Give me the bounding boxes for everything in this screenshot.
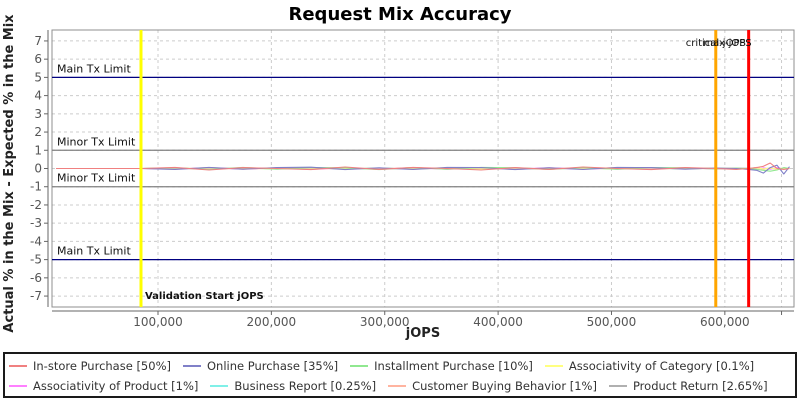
legend-row: In-store Purchase [50%] Online Purchase [… xyxy=(9,356,791,376)
y-tick-label: 0 xyxy=(34,162,42,176)
plot-border xyxy=(51,29,795,308)
legend-item-label: Associativity of Category [0.1%] xyxy=(568,359,755,373)
legend-item-product-return-2-65: Product Return [2.65%] xyxy=(608,379,768,393)
legend-item-installment-purchase-10: Installment Purchase [10%] xyxy=(350,359,533,373)
y-tick-label: 2 xyxy=(34,125,42,139)
legend-swatch-icon xyxy=(182,365,201,367)
legend-swatch-icon xyxy=(210,385,229,387)
limit-label: Main Tx Limit xyxy=(57,245,131,258)
limit-label: Minor Tx Limit xyxy=(57,135,136,148)
y-tick-label: 4 xyxy=(34,89,42,103)
limit-label: Main Tx Limit xyxy=(57,62,131,75)
series-line-in-store-purchase xyxy=(56,162,790,171)
legend-swatch-icon xyxy=(9,365,27,367)
legend-item-business-report-0-25: Business Report [0.25%] xyxy=(210,379,376,393)
plot-area: -7 -6 -5 -4 -3 -2 -1 0 1 2 3 4 5 6 7 100,000 200,000 300,… xyxy=(30,29,795,329)
legend-item-label: In-store Purchase [50%] xyxy=(33,359,171,373)
legend: In-store Purchase [50%] Online Purchase [… xyxy=(3,352,797,398)
legend-item-label: Business Report [0.25%] xyxy=(234,379,377,393)
y-tick-label: 1 xyxy=(34,143,42,157)
legend-row: Associativity of Product [1%] Business Re… xyxy=(9,376,791,396)
x-tick-label: 400,000 xyxy=(473,315,523,329)
y-tick-label: -1 xyxy=(30,180,42,194)
legend-item-label: Online Purchase [35%] xyxy=(206,359,339,373)
x-tick-label: 600,000 xyxy=(700,315,750,329)
y-tick-label: -3 xyxy=(30,216,42,230)
x-tick-label: 100,000 xyxy=(133,315,183,329)
y-tick-label: 3 xyxy=(34,107,42,121)
y-tick-label: -7 xyxy=(30,289,42,303)
legend-item-associativity-of-category-0-1: Associativity of Category [0.1%] xyxy=(544,359,755,373)
legend-item-label: Product Return [2.65%] xyxy=(632,379,768,393)
y-tick-label: -4 xyxy=(30,234,42,248)
y-tick-label: 7 xyxy=(34,34,42,48)
legend-swatch-icon xyxy=(9,385,27,387)
legend-swatch-icon xyxy=(350,365,369,367)
legend-swatch-icon xyxy=(544,365,563,367)
legend-item-label: Associativity of Product [1%] xyxy=(33,379,199,393)
legend-swatch-icon xyxy=(608,385,627,387)
legend-item-in-store-purchase-50: In-store Purchase [50%] xyxy=(9,359,171,373)
x-tick-label: 200,000 xyxy=(247,315,297,329)
y-tick-label: 5 xyxy=(34,70,42,84)
marker-label-critical-jops: critical-jOPS xyxy=(686,38,746,49)
legend-item-label: Installment Purchase [10%] xyxy=(374,359,533,373)
legend-swatch-icon xyxy=(388,385,407,387)
legend-item-online-purchase-35: Online Purchase [35%] xyxy=(182,359,339,373)
y-tick-label: 6 xyxy=(34,52,42,66)
series-line-online-purchase xyxy=(56,164,790,175)
y-tick-label: -2 xyxy=(30,198,42,212)
x-tick-label: 500,000 xyxy=(587,315,637,329)
marker-label-validation-start-jops: Validation Start jOPS xyxy=(145,291,264,302)
limit-label: Minor Tx Limit xyxy=(57,172,136,185)
y-tick-label: -6 xyxy=(30,271,42,285)
x-axis-title: jOPS xyxy=(405,326,441,341)
legend-item-associativity-of-product-1: Associativity of Product [1%] xyxy=(9,379,198,393)
x-tick-label: 300,000 xyxy=(360,315,410,329)
marker-label-max-jops: max-jOPS xyxy=(703,38,751,49)
chart-title: Request Mix Accuracy xyxy=(288,4,512,25)
legend-item-label: Customer Buying Behavior [1%] xyxy=(412,379,597,393)
y-tick-label: -5 xyxy=(30,253,42,267)
legend-item-customer-buying-behavior-1: Customer Buying Behavior [1%] xyxy=(388,379,597,393)
